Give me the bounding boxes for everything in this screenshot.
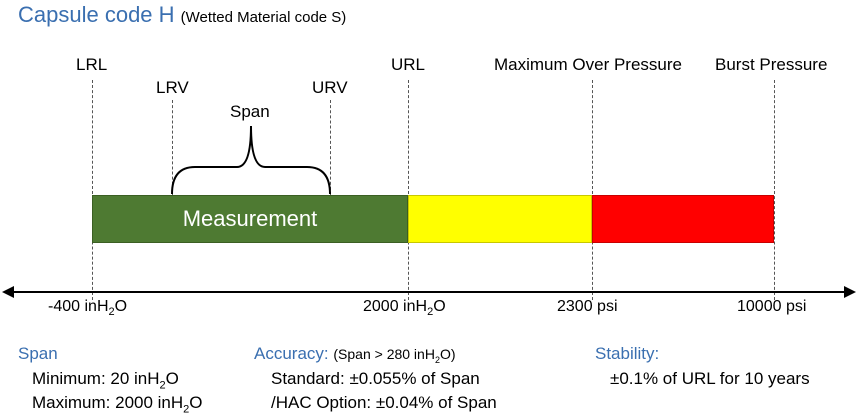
page-title: Capsule code H (Wetted Material code S) <box>18 2 346 28</box>
wetted-material-subtitle: (Wetted Material code S) <box>180 9 347 26</box>
span-maximum: Maximum: 2000 inH2O <box>32 393 203 416</box>
stability-value: ±0.1% of URL for 10 years <box>610 369 810 388</box>
lrl-label: LRL <box>76 55 108 74</box>
span-label: Span <box>230 102 270 121</box>
url-label: URL <box>391 55 426 74</box>
span-brace <box>171 125 331 195</box>
accuracy-heading: Accuracy: (Span > 280 inH2O) <box>254 344 456 365</box>
burst-pressure-label: Burst Pressure <box>715 55 828 74</box>
tick-max-over-pressure: 2300 psi <box>557 298 618 315</box>
urv-line <box>330 100 331 195</box>
pressure-axis <box>2 286 856 298</box>
burst-pressure-line <box>774 80 775 300</box>
lrv-label: LRV <box>156 78 189 97</box>
tick-lrl: -400 inH2O <box>48 298 128 319</box>
url-line <box>408 80 409 300</box>
measurement-bar: Measurement <box>92 195 408 243</box>
stability-heading: Stability: <box>595 344 660 363</box>
accuracy-standard: Standard: ±0.055% of Span <box>271 369 480 388</box>
max-over-pressure-line <box>592 80 593 300</box>
overpressure-bar <box>408 195 592 243</box>
measurement-label: Measurement <box>182 206 318 231</box>
tick-burst-pressure: 10000 psi <box>737 298 807 315</box>
span-heading: Span <box>18 344 58 363</box>
capsule-code-title: Capsule code H <box>18 2 175 27</box>
tick-url: 2000 inH2O <box>363 298 446 319</box>
accuracy-condition: (Span > 280 inH2O) <box>333 346 456 365</box>
urv-label: URV <box>312 78 348 97</box>
accuracy-hac-option: /HAC Option: ±0.04% of Span <box>271 393 497 412</box>
max-over-pressure-label: Maximum Over Pressure <box>494 55 682 74</box>
lrv-line <box>172 100 173 195</box>
burst-zone-bar <box>592 195 774 243</box>
lrl-line <box>92 80 93 300</box>
span-minimum: Minimum: 20 inH2O <box>32 369 179 392</box>
